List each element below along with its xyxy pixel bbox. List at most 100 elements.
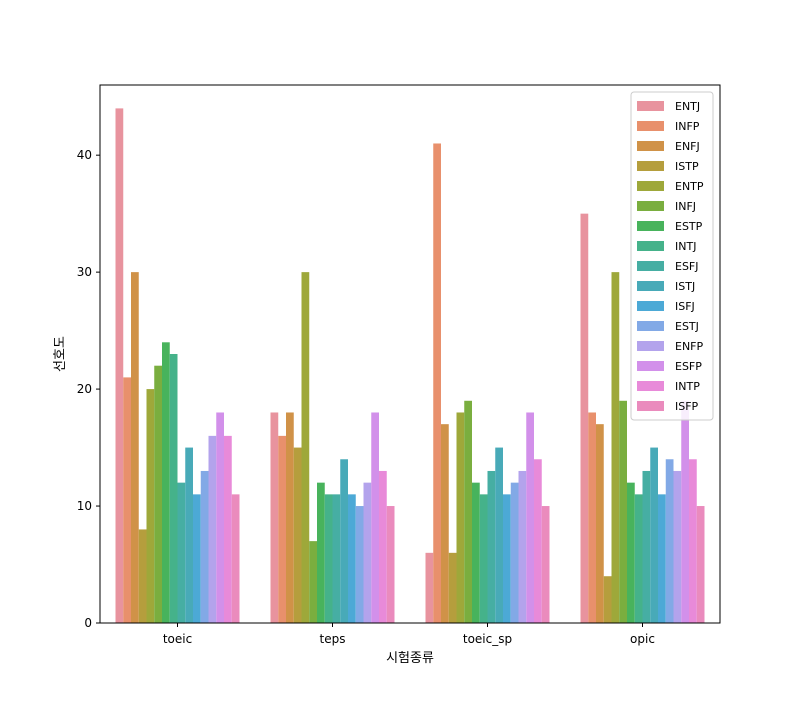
bar-entp-toeic_sp	[456, 412, 465, 623]
bar-esfj-opic	[642, 470, 651, 623]
legend-swatch-enfj	[637, 141, 664, 151]
bar-intp-opic	[689, 459, 697, 623]
bar-enfp-toeic_sp	[518, 470, 527, 623]
bar-infp-toeic_sp	[433, 143, 441, 624]
bar-isfp-opic	[696, 506, 705, 623]
legend-swatch-esfp	[637, 361, 664, 371]
legend-label-esfj: ESFJ	[675, 260, 699, 273]
y-tick-label: 0	[84, 616, 92, 630]
legend-label-estj: ESTJ	[675, 320, 699, 333]
legend-swatch-istp	[637, 161, 664, 171]
legend-swatch-intj	[637, 241, 664, 251]
bar-infp-teps	[278, 435, 286, 623]
legend-label-enfp: ENFP	[675, 340, 704, 353]
x-tick-label-teps: teps	[320, 632, 346, 646]
legend-label-infj: INFJ	[675, 200, 696, 213]
legend-swatch-estp	[637, 221, 664, 231]
bar-estp-opic	[627, 482, 635, 623]
bar-estp-toeic	[162, 342, 170, 623]
bar-istp-opic	[603, 576, 612, 623]
x-tick-label-opic: opic	[630, 632, 655, 646]
bar-entj-toeic	[115, 108, 124, 623]
bar-infp-opic	[588, 412, 596, 623]
bar-intp-toeic	[224, 435, 232, 623]
legend-label-esfp: ESFP	[675, 360, 702, 373]
bar-intp-teps	[379, 470, 387, 623]
bar-enfp-opic	[673, 470, 682, 623]
bar-esfp-toeic_sp	[526, 412, 534, 623]
bar-entp-toeic	[146, 389, 155, 623]
legend-swatch-esfj	[637, 261, 664, 271]
bar-isfp-toeic_sp	[541, 506, 550, 623]
bar-istp-teps	[293, 447, 302, 623]
x-tick-label-toeic: toeic	[163, 632, 192, 646]
bar-istj-toeic	[185, 447, 193, 623]
legend-label-infp: INFP	[675, 120, 700, 133]
y-tick-label: 30	[77, 265, 92, 279]
bar-entj-teps	[270, 412, 279, 623]
bar-estj-toeic_sp	[510, 482, 519, 623]
bar-entp-opic	[611, 272, 620, 623]
bar-infj-teps	[309, 541, 317, 623]
bar-enfj-opic	[596, 424, 604, 623]
bar-enfj-toeic	[131, 272, 139, 623]
legend-swatch-estj	[637, 321, 664, 331]
bar-esfj-toeic	[177, 482, 186, 623]
bar-isfj-toeic	[193, 494, 201, 623]
legend: ENTJ INFP ENFJ ISTP ENTP INFJ ESTP INTJ ESFJ ISTJ…	[630, 91, 714, 421]
bar-esfj-teps	[332, 494, 341, 623]
legend-swatch-isfp	[637, 401, 664, 411]
bar-esfp-toeic	[216, 412, 224, 623]
bar-esfp-teps	[371, 412, 379, 623]
bar-estp-teps	[317, 482, 325, 623]
bar-isfj-toeic_sp	[503, 494, 511, 623]
bar-isfj-teps	[348, 494, 356, 623]
bar-esfj-toeic_sp	[487, 470, 496, 623]
bar-istj-toeic_sp	[495, 447, 503, 623]
y-axis-title: 선호도	[53, 336, 68, 372]
x-axis-title: 시험종류	[386, 651, 434, 666]
y-tick-label: 10	[77, 499, 92, 513]
bar-enfp-toeic	[208, 435, 217, 623]
bar-istj-opic	[650, 447, 658, 623]
bar-intj-toeic	[169, 354, 178, 623]
bar-estj-opic	[665, 459, 674, 623]
bar-isfj-opic	[658, 494, 666, 623]
bar-isfp-toeic	[231, 494, 240, 623]
legend-swatch-entp	[637, 181, 664, 191]
legend-label-intp: INTP	[675, 380, 700, 393]
legend-label-istj: ISTJ	[675, 280, 695, 293]
bar-enfp-teps	[363, 482, 372, 623]
bar-infj-toeic_sp	[464, 400, 472, 623]
bar-infj-toeic	[154, 365, 162, 623]
y-axis: 0 10 20 30 40	[77, 148, 100, 630]
bar-intj-teps	[324, 494, 333, 623]
bar-entp-teps	[301, 272, 310, 623]
bar-estj-toeic	[200, 470, 209, 623]
bar-istp-toeic_sp	[448, 552, 457, 623]
bar-enfj-toeic_sp	[441, 424, 449, 623]
legend-swatch-intp	[637, 381, 664, 391]
bar-intj-toeic_sp	[479, 494, 488, 623]
bar-estj-teps	[355, 506, 364, 623]
bar-intj-opic	[634, 494, 643, 623]
bar-enfj-teps	[286, 412, 294, 623]
bars-layer	[115, 108, 705, 624]
legend-swatch-isfj	[637, 301, 664, 311]
legend-label-entp: ENTP	[675, 180, 704, 193]
bar-isfp-teps	[386, 506, 395, 623]
legend-label-estp: ESTP	[675, 220, 703, 233]
legend-swatch-infp	[637, 121, 664, 131]
bar-entj-toeic_sp	[425, 552, 434, 623]
legend-swatch-istj	[637, 281, 664, 291]
x-tick-label-toeic_sp: toeic_sp	[463, 632, 512, 646]
legend-label-isfp: ISFP	[675, 400, 699, 413]
bar-entj-opic	[580, 213, 589, 623]
legend-swatch-entj	[637, 101, 664, 111]
plot-frame	[99, 84, 721, 624]
legend-box	[630, 91, 714, 421]
bar-intp-toeic_sp	[534, 459, 542, 623]
bar-infj-opic	[619, 400, 627, 623]
